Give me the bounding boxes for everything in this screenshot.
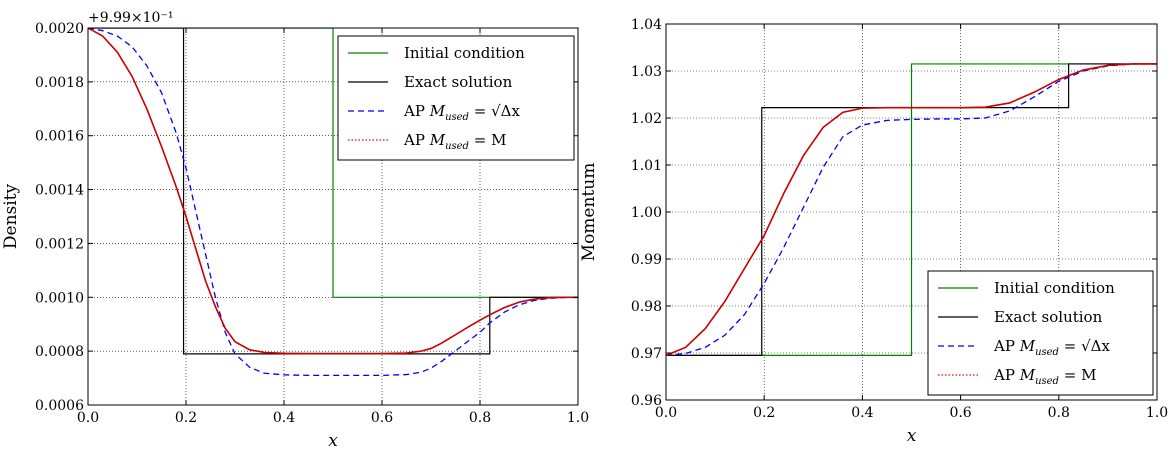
y-tick-label: 1.03: [631, 64, 662, 80]
y-tick-label: 0.96: [631, 393, 662, 409]
legend-label: AP Mused = M: [403, 131, 506, 152]
y-tick-label: 1.04: [631, 17, 662, 33]
series-line: [88, 28, 578, 377]
x-tick-label: 1.0: [567, 410, 589, 426]
series-group: [88, 28, 578, 377]
y-tick-label: 0.0012: [35, 236, 84, 252]
y-tick-label: 0.0008: [35, 344, 84, 360]
series-line: [666, 63, 1157, 356]
y-tick-label: 0.0010: [35, 290, 84, 306]
y-tick-label: 0.0014: [35, 183, 84, 199]
y-tick-label: 0.0020: [35, 21, 84, 37]
x-axis-label: x: [907, 426, 917, 446]
x-axis-label: x: [328, 431, 338, 451]
y-axis-label: Momentum: [579, 163, 599, 262]
y-tick-label: 0.99: [631, 252, 662, 268]
legend-label: Initial condition: [404, 44, 525, 62]
y-tick-label: 0.98: [631, 299, 662, 315]
legend-box: [927, 270, 1154, 396]
chart-1: 0.0 0.2 0.4 0.6 0.8 1.0 0.0006 0.0008 0.0010 0.00…: [1, 10, 589, 451]
legend-label: Initial condition: [994, 279, 1115, 297]
series-line: [88, 28, 578, 298]
legend-label: AP Mused = √Δx: [403, 102, 520, 123]
x-tick-label: 0.0: [77, 410, 99, 426]
legend-label: Exact solution: [404, 73, 513, 91]
y-tick-label: 0.0018: [35, 75, 84, 91]
x-tick-label: 0.4: [851, 405, 873, 421]
y-offset-label: +9.99×10⁻¹: [88, 10, 173, 26]
y-tick-label: 1.01: [631, 158, 662, 174]
x-tick-label: 0.2: [175, 410, 197, 426]
x-tick-label: 0.8: [469, 410, 491, 426]
x-tick-label: 0.6: [371, 410, 393, 426]
legend-label: Exact solution: [994, 308, 1103, 326]
y-tick-label: 0.97: [631, 346, 662, 362]
legend-label: AP Mused = √Δx: [993, 337, 1110, 358]
legend: Initial condition Exact solution AP Mused …: [927, 270, 1154, 396]
y-tick-label: 1.02: [631, 111, 662, 127]
x-tick-label: 0.8: [1048, 405, 1070, 421]
x-tick-label: 0.0: [655, 405, 677, 421]
legend-label: AP Mused = M: [993, 366, 1096, 387]
x-tick-label: 0.4: [273, 410, 295, 426]
series-group: [666, 63, 1157, 357]
y-tick-label: 0.0016: [35, 129, 84, 145]
axes-frame: [87, 27, 579, 406]
legend-box: [337, 35, 575, 161]
series-line: [88, 28, 578, 355]
legend: Initial condition Exact solution AP Mused …: [337, 35, 575, 161]
series-line: [666, 63, 1157, 357]
x-tick-label: 0.6: [949, 405, 971, 421]
x-tick-label: 0.2: [753, 405, 775, 421]
x-tick-label: 1.0: [1146, 405, 1168, 421]
series-line: [666, 63, 1157, 356]
chart-2: 0.0 0.2 0.4 0.6 0.8 1.0 0.96 0.97 0.98 0.99 1.00 1.…: [579, 17, 1168, 446]
y-tick-label: 1.00: [631, 205, 662, 221]
y-tick-label: 0.0006: [35, 398, 84, 414]
y-axis-label: Density: [1, 183, 21, 249]
